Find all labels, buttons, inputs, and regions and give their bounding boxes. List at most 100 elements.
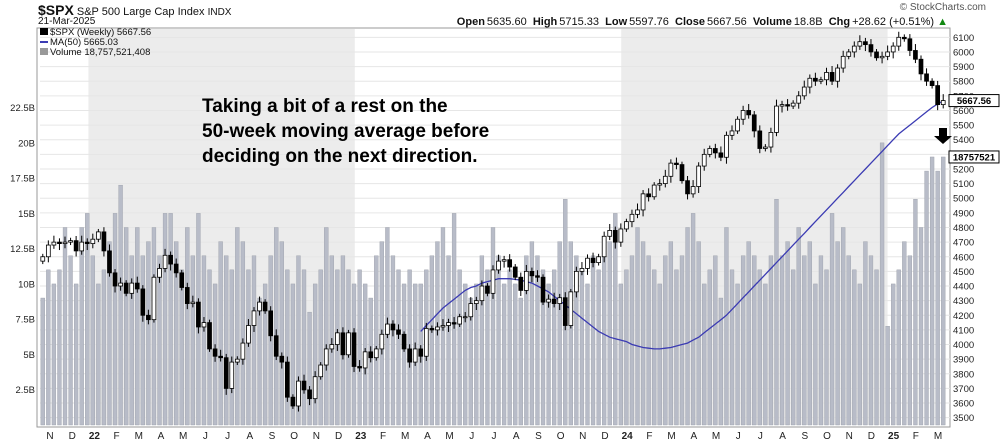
volume-bar [68,255,73,426]
volume-bar [585,283,590,426]
volume-tick-label: 12.5B [10,244,35,255]
price-tick-label: 5500 [953,121,974,132]
price-tick-label: 5000 [953,194,974,205]
volume-bar [479,255,485,426]
volume-bar [746,241,751,426]
candle-body [551,298,557,304]
last-volume-label-box [948,150,1000,164]
candle-body [796,95,802,104]
volume-bar [663,255,668,426]
volume-bar [57,269,62,426]
volume-bar [218,241,223,426]
volume-bar [279,241,284,426]
candle-body [134,282,140,290]
x-tick-label: S [801,431,808,442]
candle-body [707,148,713,155]
candle-body [357,366,362,369]
legend-ma: MA(50) 5665.03 [40,38,151,48]
volume-bar [924,170,929,426]
candle-body [151,276,157,321]
volume-bar [807,241,812,426]
volume-bar [140,255,145,426]
candle-body [157,268,162,278]
x-tick-label: M [401,431,409,442]
candle-body [485,285,490,294]
volume-bar [146,241,151,426]
candle-body [890,45,896,53]
volume-bar [635,227,640,426]
volume-bar [496,255,501,426]
volume-bar [357,269,362,426]
candle-body [846,51,852,57]
x-tick-label: M [934,431,942,442]
price-tick-label: 3900 [953,355,974,366]
volume-tick-label: 2.5B [15,385,35,396]
candle-body [501,259,507,262]
volume-bar [374,255,379,426]
volume-bar [507,269,512,426]
candle-body [568,291,574,326]
volume-tick-label: 20B [18,138,35,149]
x-tick-label: S [269,431,276,442]
candle-body [746,110,752,116]
x-tick-label: M [712,431,720,442]
volume-bar [274,227,279,426]
x-tick-label: M [445,431,453,442]
candle-body [284,361,290,398]
candle-body [518,276,524,291]
price-tick-label: 5100 [953,179,974,190]
candle-body [874,51,879,59]
candle-body [312,376,318,400]
candle-body [351,332,357,367]
candle-body [562,297,568,326]
candle-body [385,323,390,335]
volume-bar [652,269,657,426]
x-tick-label: M [135,431,143,442]
candle-body [829,72,835,82]
x-tick-label: 25 [888,431,900,442]
volume-bar [535,255,540,426]
x-tick-label: A [158,431,165,442]
volume-bar [668,241,674,426]
x-tick-label: J [758,431,763,442]
candle-body [240,342,246,360]
candle-body [940,100,946,106]
candle-body [813,77,818,82]
x-tick-label: N [46,431,53,442]
candle-body [546,298,551,303]
candle-body [574,270,579,293]
candle-body [457,316,462,325]
volume-bar [290,283,296,426]
candle-body [468,303,474,318]
symbol: $SPX [38,2,74,18]
volume-bar [312,283,318,426]
volume-tick-label: 22.5B [10,103,35,114]
candle-body [229,361,235,389]
candle-body [785,104,790,107]
volume-bar [568,241,573,426]
volume-bar [740,255,746,426]
volume-bar [813,283,818,426]
candle-body [140,288,146,316]
candle-body [790,102,796,107]
chart-date: 21-Mar-2025 [38,16,96,27]
x-tick-label: 22 [89,431,101,442]
watermark: © StockCharts.com [899,2,986,13]
volume-bar [791,269,796,426]
candle-body [763,146,768,149]
candle-body [268,310,274,337]
volume-bar [763,283,768,426]
candle-body [407,348,412,363]
price-tick-label: 5200 [953,164,974,175]
candle-body [196,301,201,328]
x-tick-label: O [290,431,298,442]
candle-body [84,241,90,244]
volume-bar [251,255,257,426]
candle-body [918,58,924,75]
candle-body [607,230,613,237]
candle-body [885,51,890,57]
candle-body [51,241,57,246]
candle-body [512,266,518,278]
volume-bar [46,269,51,426]
volume-bar [262,283,268,426]
